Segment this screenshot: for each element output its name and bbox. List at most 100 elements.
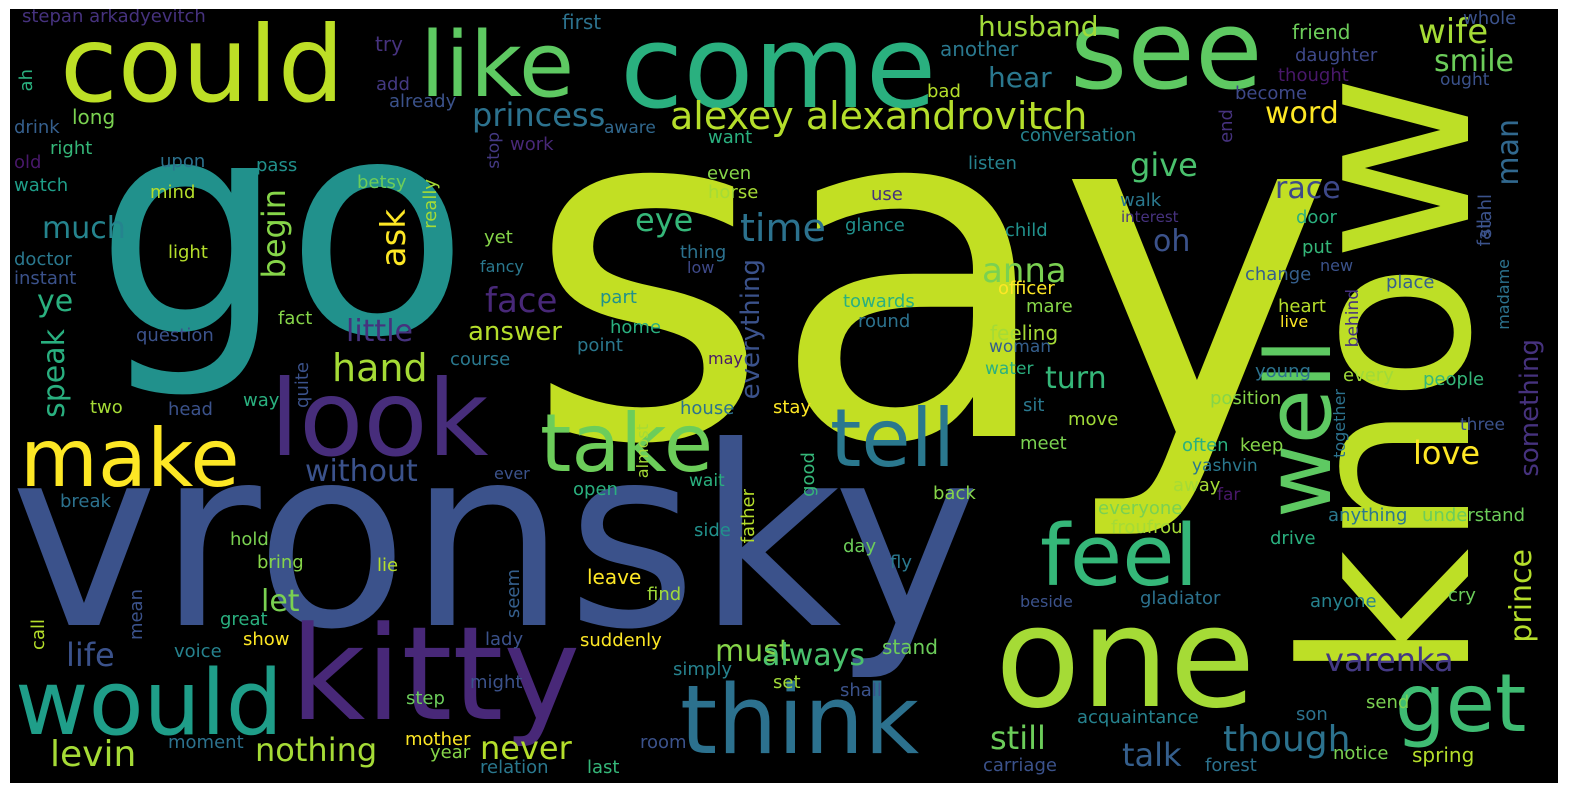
word-almost: almost: [633, 424, 652, 479]
word-quite: quite: [292, 362, 313, 408]
word-low: low: [687, 258, 715, 277]
word-anyone: anyone: [1310, 591, 1377, 612]
word-light: light: [168, 242, 208, 263]
word-would: would: [15, 651, 283, 756]
word-three: three: [1460, 415, 1505, 435]
word-woman: woman: [989, 337, 1052, 357]
word-right: right: [50, 138, 93, 159]
word-together: together: [1330, 389, 1349, 458]
word-child: child: [1005, 220, 1048, 241]
word-see: see: [1070, 9, 1263, 114]
word-simply: simply: [673, 659, 732, 680]
word-back: back: [933, 483, 976, 504]
word-word: word: [1265, 96, 1339, 131]
word-far: far: [1217, 485, 1241, 505]
word-say: say: [525, 9, 1337, 547]
word-change: change: [1245, 264, 1312, 285]
word-horse: horse: [708, 182, 759, 203]
word-upon: upon: [160, 151, 206, 172]
word-smile: smile: [1434, 44, 1514, 79]
word-fly: fly: [890, 552, 912, 573]
word-stepan-arkadyevitch: stepan arkadyevitch: [22, 9, 206, 27]
word-kitty: kitty: [290, 598, 581, 750]
word-stay: stay: [773, 397, 812, 418]
word-understand: understand: [1422, 505, 1526, 526]
word-room: room: [640, 732, 687, 753]
word-little: little: [346, 314, 413, 349]
word-try: try: [375, 32, 403, 56]
word-let: let: [261, 584, 300, 619]
word-without: without: [305, 454, 418, 489]
word-yet: yet: [484, 227, 513, 248]
word-voice: voice: [174, 641, 222, 662]
word-friend: friend: [1292, 20, 1351, 44]
word-sit: sit: [1023, 395, 1045, 416]
word-madame: madame: [1494, 259, 1513, 330]
word-son: son: [1296, 704, 1328, 725]
word-work: work: [510, 134, 554, 155]
word-another: another: [940, 37, 1019, 61]
word-take: take: [540, 397, 714, 490]
word-two: two: [90, 397, 123, 418]
word-hold: hold: [230, 529, 269, 550]
word-speak: speak: [37, 329, 72, 418]
word-side: side: [694, 520, 731, 541]
word-man: man: [1491, 119, 1526, 186]
word-aware: aware: [604, 118, 656, 138]
word-wait: wait: [689, 471, 725, 491]
word-mother: mother: [405, 729, 471, 750]
word-doctor: doctor: [14, 249, 72, 270]
word-anna: anna: [982, 251, 1067, 291]
word-long: long: [72, 105, 116, 129]
word-cry: cry: [1448, 585, 1476, 606]
word-talk: talk: [1122, 736, 1182, 774]
word-part: part: [600, 287, 637, 308]
word-bring: bring: [257, 552, 304, 573]
word-pass: pass: [256, 155, 298, 176]
word-round: round: [858, 311, 911, 332]
word-wife: wife: [1418, 12, 1489, 52]
word-course: course: [450, 349, 511, 370]
word-everything: everything: [736, 259, 766, 400]
word-way: way: [243, 390, 280, 411]
word-give: give: [1130, 146, 1198, 184]
word-everyone: everyone: [1098, 498, 1183, 519]
word-get: get: [1395, 657, 1527, 750]
word-mean: mean: [126, 589, 147, 641]
word-water: water: [985, 359, 1034, 379]
word-want: want: [708, 127, 753, 148]
word-come: come: [620, 9, 937, 135]
word-break: break: [60, 491, 111, 512]
word-nothing: nothing: [255, 731, 378, 769]
word-behind: behind: [1343, 289, 1363, 348]
word-really: really: [420, 179, 441, 229]
word-cloud: say go vronsky know come see could like …: [10, 9, 1558, 783]
word-may: may: [708, 349, 743, 368]
word-seem: seem: [503, 569, 524, 619]
word-show: show: [243, 629, 290, 650]
word-call: call: [28, 619, 49, 650]
word-set: set: [773, 672, 801, 693]
word-place: place: [1386, 272, 1435, 293]
word-year: year: [430, 742, 471, 763]
word-home: home: [610, 317, 662, 338]
word-last: last: [587, 757, 620, 778]
word-whole: whole: [1463, 9, 1517, 29]
word-begin: begin: [255, 189, 293, 279]
word-lie: lie: [377, 555, 399, 576]
word-hand: hand: [332, 346, 428, 390]
word-always: always: [762, 638, 866, 673]
word-betsy: betsy: [357, 172, 407, 193]
word-day: day: [843, 536, 877, 557]
word-though: though: [1223, 719, 1351, 760]
word-meet: meet: [1020, 433, 1067, 454]
word-house: house: [680, 398, 735, 419]
word-froufrou: froufrou: [1111, 517, 1183, 538]
word-ye: ye: [37, 284, 74, 319]
word-feeling: feeling: [990, 321, 1059, 345]
word-daughter: daughter: [1295, 45, 1378, 66]
word-lady: lady: [485, 629, 524, 650]
word-thing: thing: [680, 242, 727, 263]
word-conversation: conversation: [1020, 125, 1137, 146]
word-question: question: [136, 325, 214, 346]
